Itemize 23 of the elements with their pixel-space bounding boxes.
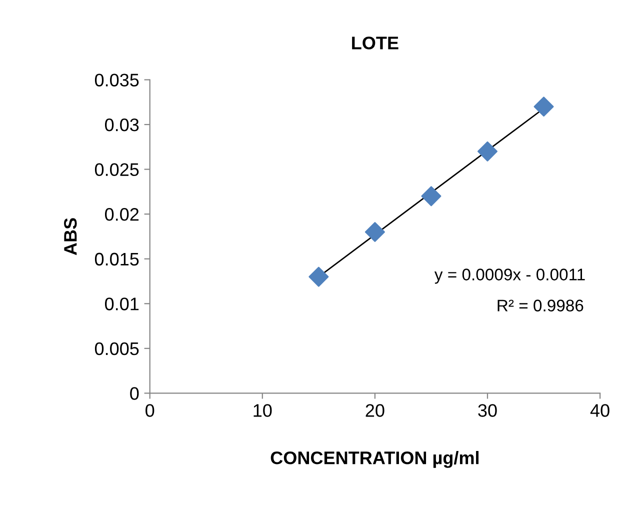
point [477,141,498,162]
point [421,186,442,206]
point [534,96,554,117]
y-tick-label: 0.015 [94,252,139,266]
annotation: R² = 0.9986 [498,300,584,312]
y-tick-label: 0 [130,387,139,400]
y-tick-label: 0.025 [94,163,139,176]
x-tick-label: 30 [478,404,497,417]
y-tick-label: 0.03 [105,118,139,132]
point [308,266,329,287]
y-axis-title: ABS [64,218,77,256]
y-tick-label: 0.01 [105,298,139,310]
x-tick-label: 10 [254,404,272,417]
point [364,222,385,242]
x-tick-label: 40 [590,404,610,417]
x-tick-label: 20 [366,404,384,417]
y-tick-label: 0.005 [94,342,139,356]
chart-title: LOTE [352,36,398,50]
annotation: y = 0.0009x - 0.0011 [434,268,585,284]
y-tick-label: 0.035 [94,74,139,86]
x-axis-title: CONCENTRATION µg/ml [270,450,479,468]
x-tick-label: 0 [146,404,154,417]
y-tick-label: 0.02 [105,208,139,221]
